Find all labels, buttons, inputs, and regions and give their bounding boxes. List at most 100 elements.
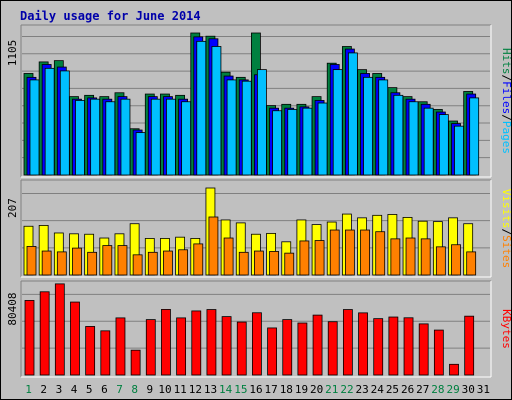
sites-bar [435, 246, 446, 276]
day-label: 30 [462, 383, 475, 396]
visits-ymax-label: 207 [6, 198, 19, 218]
kbytes-bar [191, 310, 202, 376]
legend-sites: Sites [500, 235, 512, 268]
sites-bar [102, 245, 113, 276]
pages-bar [196, 40, 207, 176]
sites-bar [405, 237, 416, 276]
sites-bar [375, 231, 386, 276]
hits-panel: 1105 Hits/Files/Pages [6, 24, 512, 178]
sites-bar [420, 238, 431, 276]
pages-bar [378, 79, 389, 176]
pages-bar [317, 102, 328, 176]
pages-bar [469, 97, 480, 176]
pages-bar [241, 80, 252, 176]
kbytes-bar [54, 283, 65, 376]
day-label: 21 [325, 383, 338, 396]
sites-bar [269, 251, 279, 276]
pages-bar [29, 79, 40, 176]
pages-bar [44, 67, 55, 176]
pages-bar [90, 98, 101, 176]
sites-bar [329, 229, 340, 276]
visits-legend: Visits/Sites [500, 189, 512, 269]
sites-bar [360, 229, 370, 276]
pages-bar [120, 98, 131, 176]
day-label: 25 [386, 383, 399, 396]
day-axis: 1 2 3 4 5 6 7 8 9 10 11 12 13 14 15 16 17 18 19 20 21 22 23 24 2… [25, 383, 490, 396]
day-label: 8 [131, 383, 138, 396]
pages-bar [347, 52, 358, 176]
kbytes-bar [206, 309, 217, 376]
pages-bar [59, 70, 70, 176]
kbytes-bar [115, 317, 126, 376]
kbytes-bar [312, 314, 323, 376]
day-label: 7 [116, 383, 123, 396]
sites-bar [132, 254, 143, 276]
day-label: 10 [158, 383, 171, 396]
sites-bar [193, 243, 204, 276]
pages-bar [393, 94, 404, 176]
sites-bar [451, 244, 461, 276]
sites-bar [299, 240, 310, 276]
sites-bar [56, 251, 67, 276]
pages-bar [226, 79, 237, 176]
pages-bar [408, 101, 419, 176]
day-label: 16 [249, 383, 262, 396]
pages-bar [363, 76, 373, 176]
legend-hits: Hits [500, 48, 512, 75]
pages-bar [135, 132, 146, 176]
kbytes-bar [342, 309, 353, 376]
legend-separator: / [500, 114, 512, 121]
day-label: 28 [431, 383, 444, 396]
day-label: 12 [189, 383, 202, 396]
legend-separator: / [500, 229, 512, 236]
sites-bar [117, 245, 128, 276]
kbytes-bar [100, 330, 111, 376]
pages-bar [454, 125, 464, 176]
day-label: 9 [147, 383, 154, 396]
kbytes-panel: 80408 KBytes [6, 280, 512, 378]
kbytes-bar [176, 317, 187, 376]
kbytes-bar [373, 318, 384, 376]
sites-bar [178, 249, 189, 276]
kbytes-legend: KBytes [500, 309, 512, 349]
sites-bar [390, 238, 401, 276]
sites-bar [41, 250, 52, 276]
sites-bar [284, 252, 295, 276]
kbytes-series [24, 283, 475, 376]
sites-bar [254, 250, 264, 276]
day-label: 23 [356, 383, 369, 396]
pages-bar [150, 98, 161, 176]
day-label: 11 [174, 383, 187, 396]
pages-series [29, 40, 480, 176]
sites-bar [147, 251, 158, 276]
legend-visits: Visits [500, 189, 512, 229]
pages-bar [272, 110, 282, 176]
kbytes-bar [130, 349, 141, 376]
day-label: 26 [401, 383, 414, 396]
day-label: 2 [40, 383, 47, 396]
pages-bar [181, 101, 192, 176]
kbytes-bar [236, 321, 247, 376]
hits-legend: Hits/Files/Pages [500, 48, 512, 154]
day-label: 13 [204, 383, 217, 396]
day-label: 31 [477, 383, 490, 396]
day-label: 15 [234, 383, 247, 396]
pages-bar [287, 109, 298, 176]
kbytes-bar [267, 327, 277, 376]
day-label: 3 [56, 383, 63, 396]
sites-bar [344, 229, 355, 276]
sites-bar [314, 240, 325, 276]
sites-bar [163, 250, 173, 276]
sites-bar [87, 251, 98, 276]
sites-bar [208, 216, 219, 276]
kbytes-bar [433, 329, 444, 376]
sites-bar [26, 246, 37, 276]
kbytes-bar [449, 363, 459, 376]
day-label: 17 [265, 383, 278, 396]
pages-bar [166, 98, 176, 176]
kbytes-bar [252, 312, 262, 376]
legend-kbytes: KBytes [500, 309, 512, 349]
day-label: 24 [371, 383, 385, 396]
